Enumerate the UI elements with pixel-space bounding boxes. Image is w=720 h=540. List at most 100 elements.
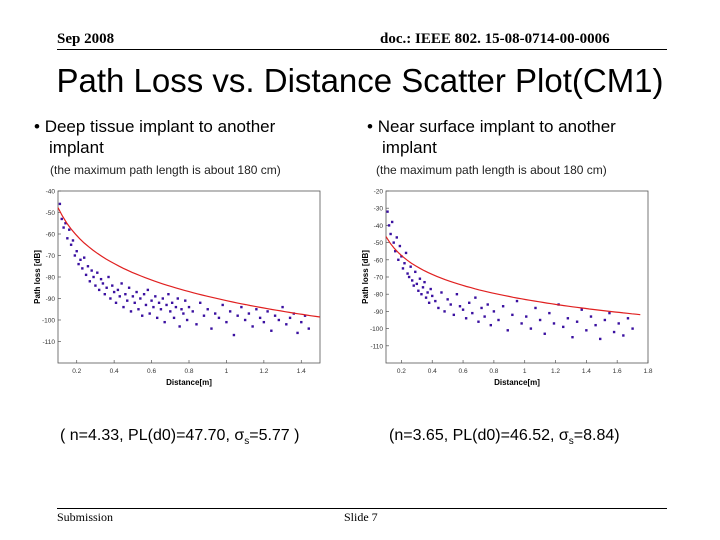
left-data-point: [111, 284, 114, 287]
right-data-point: [506, 329, 509, 332]
right-data-point: [480, 306, 483, 310]
right-eq-prefix: (n=3.65, PL(d0)=46.52, σ: [389, 427, 569, 444]
left-data-point: [135, 290, 138, 294]
left-xtick-label: 1.2: [259, 368, 268, 375]
left-xtick-label: 0.4: [110, 368, 119, 375]
right-bullet-line2: implant: [382, 138, 437, 157]
left-data-point: [68, 228, 71, 231]
right-data-point: [417, 289, 420, 292]
header-date: Sep 2008: [57, 31, 115, 47]
right-data-point: [543, 332, 546, 335]
left-data-point: [144, 303, 148, 307]
right-data-point: [631, 327, 634, 330]
left-ytick-label: -60: [46, 232, 56, 239]
right-scatter-plot: 0.2 0.4 0.6 0.8 1 1.2 1.4 1.6 1.8 -20 -30 -40 -50 -60…: [361, 189, 653, 388]
left-ytick-label: -70: [46, 253, 56, 260]
left-data-point: [79, 258, 82, 261]
left-data-point: [81, 267, 84, 270]
left-data-point: [214, 312, 217, 315]
right-data-point: [431, 294, 434, 298]
right-data-point: [599, 337, 602, 341]
left-ylabel: Path loss [dB]: [33, 250, 42, 304]
right-data-point: [612, 330, 616, 334]
right-data-point: [390, 220, 394, 224]
left-data-point: [77, 262, 80, 266]
left-data-point: [124, 293, 127, 296]
left-data-point: [105, 286, 108, 289]
right-xtick-label: 0.6: [459, 368, 468, 375]
left-xtick-label: 0.2: [72, 368, 81, 375]
left-data-point: [83, 256, 86, 259]
left-data-point: [152, 305, 155, 309]
right-data-point: [401, 267, 405, 270]
right-xlabel: Distance[m]: [494, 378, 540, 387]
right-data-point: [474, 296, 477, 299]
right-data-point: [548, 311, 551, 315]
left-data-point: [154, 295, 157, 298]
header-doc-id: doc.: IEEE 802. 15-08-0714-00-0006: [380, 31, 610, 47]
right-ytick-label: -90: [374, 309, 384, 316]
left-data-point: [101, 282, 105, 285]
right-data-point: [421, 286, 425, 289]
left-data-point: [58, 202, 62, 206]
left-data-point: [296, 331, 299, 335]
left-data-point: [195, 323, 198, 326]
right-data-point: [386, 210, 389, 213]
right-ytick-label: -80: [374, 292, 384, 299]
right-data-point: [489, 323, 492, 327]
left-data-point: [107, 275, 110, 279]
left-data-point: [167, 293, 170, 296]
left-data-point: [148, 312, 151, 315]
left-bullet: • Deep tissue implant to another implant: [34, 116, 354, 158]
right-data-point: [552, 322, 556, 325]
right-data-point: [397, 258, 400, 261]
left-data-point: [184, 299, 187, 302]
left-data-point: [262, 320, 266, 324]
right-data-point: [608, 311, 611, 315]
left-data-point: [146, 288, 150, 292]
left-data-point: [178, 325, 181, 328]
left-data-point: [285, 323, 288, 326]
left-eq-prefix: ( n=4.33, PL(d0)=47.70, σ: [60, 427, 245, 444]
left-data-point: [187, 305, 191, 309]
left-data-point: [126, 299, 129, 302]
left-data-point: [69, 243, 73, 246]
right-bullet-marker: •: [367, 117, 373, 136]
left-data-point: [99, 277, 103, 281]
right-data-point: [617, 322, 620, 325]
left-data-point: [94, 284, 97, 287]
right-data-point: [392, 241, 395, 244]
right-data-point: [449, 303, 452, 306]
right-data-point: [571, 336, 574, 339]
left-data-point: [281, 305, 284, 309]
left-data-point: [137, 308, 140, 311]
left-data-point: [255, 308, 258, 311]
right-data-point: [411, 279, 414, 282]
left-data-point: [150, 299, 153, 302]
right-xtick-label: 0.8: [489, 368, 498, 375]
right-plot-frame: [385, 190, 649, 364]
left-data-point: [169, 310, 172, 313]
left-data-point: [247, 312, 251, 315]
left-data-point: [303, 314, 307, 317]
right-data-point: [423, 280, 426, 284]
footer-rule: [57, 508, 667, 509]
right-data-point: [483, 315, 486, 318]
left-ytick-label: -110: [42, 339, 55, 346]
right-ytick-label: -100: [370, 326, 383, 333]
right-xtick-label: 1.8: [643, 368, 652, 375]
right-data-point: [622, 334, 625, 337]
right-ytick-label: -40: [374, 223, 384, 230]
right-data-point: [525, 315, 528, 318]
left-data-point: [277, 318, 281, 322]
right-xtick-label: 1.2: [551, 368, 560, 375]
right-data-point: [534, 306, 537, 310]
right-data-point: [427, 301, 431, 304]
left-data-point: [84, 273, 88, 277]
left-data-point: [122, 305, 125, 309]
right-data-point: [492, 310, 496, 313]
footer-slide-number: Slide 7: [344, 510, 378, 524]
left-data-point: [240, 305, 243, 309]
left-data-point: [225, 320, 228, 324]
left-data-point: [170, 301, 174, 304]
